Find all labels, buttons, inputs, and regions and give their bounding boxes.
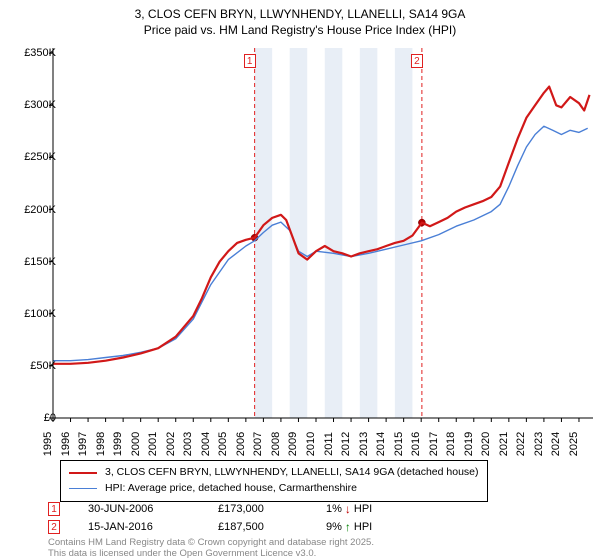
x-tick-label: 2001: [147, 432, 159, 456]
title-line-1: 3, CLOS CEFN BRYN, LLWYNHENDY, LLANELLI,…: [0, 6, 600, 22]
legend-item: HPI: Average price, detached house, Carm…: [69, 481, 479, 497]
y-tick-label: £100K: [24, 308, 56, 320]
attribution-line-2: This data is licensed under the Open Gov…: [48, 549, 374, 560]
chart-marker-2: 2: [411, 54, 423, 68]
transaction-delta-suffix: HPI: [354, 503, 372, 515]
x-tick-label: 2025: [568, 432, 580, 456]
legend: 3, CLOS CEFN BRYN, LLWYNHENDY, LLANELLI,…: [60, 460, 488, 502]
chart-marker-1: 1: [244, 54, 256, 68]
arrow-down-icon: ↓: [345, 502, 351, 516]
transaction-marker: 1: [48, 502, 60, 516]
legend-swatch: [69, 472, 97, 474]
transaction-row: 1 30-JUN-2006£173,0001%↓HPI: [48, 500, 416, 518]
x-tick-label: 1995: [42, 432, 54, 456]
transaction-delta-suffix: HPI: [354, 521, 372, 533]
y-tick-label: £350K: [24, 47, 56, 59]
transaction-price: £187,500: [218, 521, 326, 533]
x-tick-label: 2021: [498, 432, 510, 456]
chart-svg: [48, 48, 593, 423]
title-line-2: Price paid vs. HM Land Registry's House …: [0, 22, 600, 38]
x-tick-label: 2014: [375, 432, 387, 456]
x-tick-label: 2009: [287, 432, 299, 456]
x-tick-label: 2007: [252, 432, 264, 456]
transaction-date: 15-JAN-2016: [88, 521, 218, 533]
x-tick-label: 2011: [323, 432, 335, 456]
x-tick-label: 2006: [235, 432, 247, 456]
x-tick-label: 2018: [445, 432, 457, 456]
x-tick-label: 2016: [410, 432, 422, 456]
transaction-date: 30-JUN-2006: [88, 503, 218, 515]
transaction-table: 1 30-JUN-2006£173,0001%↓HPI 2 15-JAN-2016£1…: [48, 500, 416, 536]
y-tick-label: £200K: [24, 204, 56, 216]
x-tick-label: 2003: [182, 432, 194, 456]
y-tick-label: £300K: [24, 99, 56, 111]
y-tick-label: £250K: [24, 151, 56, 163]
legend-swatch: [69, 488, 97, 489]
transaction-marker: 2: [48, 520, 60, 534]
transaction-row: 2 15-JAN-2016£187,5009%↑HPI: [48, 518, 416, 536]
transaction-delta: 9%↑HPI: [326, 520, 416, 534]
transaction-delta-pct: 1%: [326, 503, 342, 515]
x-tick-label: 2002: [165, 432, 177, 456]
transaction-delta-pct: 9%: [326, 521, 342, 533]
x-tick-label: 1997: [77, 432, 89, 456]
transaction-price: £173,000: [218, 503, 326, 515]
x-tick-label: 2017: [428, 432, 440, 456]
x-tick-label: 2015: [393, 432, 405, 456]
attribution: Contains HM Land Registry data © Crown c…: [48, 538, 374, 560]
y-tick-label: £0: [44, 412, 56, 424]
x-tick-label: 1998: [95, 432, 107, 456]
chart-area: [48, 48, 588, 418]
x-tick-label: 2000: [130, 432, 142, 456]
x-tick-label: 2005: [217, 432, 229, 456]
x-tick-label: 2022: [515, 432, 527, 456]
x-tick-label: 2008: [270, 432, 282, 456]
y-tick-label: £50K: [30, 360, 56, 372]
legend-item: 3, CLOS CEFN BRYN, LLWYNHENDY, LLANELLI,…: [69, 465, 479, 481]
x-tick-label: 2013: [358, 432, 370, 456]
y-tick-label: £150K: [24, 256, 56, 268]
arrow-up-icon: ↑: [345, 520, 351, 534]
x-tick-label: 2024: [550, 432, 562, 456]
x-tick-label: 2019: [463, 432, 475, 456]
legend-label: HPI: Average price, detached house, Carm…: [105, 481, 357, 497]
x-tick-label: 1996: [60, 432, 72, 456]
x-tick-label: 2020: [480, 432, 492, 456]
x-tick-label: 2012: [340, 432, 352, 456]
chart-title: 3, CLOS CEFN BRYN, LLWYNHENDY, LLANELLI,…: [0, 0, 600, 38]
legend-label: 3, CLOS CEFN BRYN, LLWYNHENDY, LLANELLI,…: [105, 465, 479, 481]
transaction-delta: 1%↓HPI: [326, 502, 416, 516]
x-tick-label: 2010: [305, 432, 317, 456]
x-tick-label: 2004: [200, 432, 212, 456]
x-tick-label: 2023: [533, 432, 545, 456]
x-tick-label: 1999: [112, 432, 124, 456]
